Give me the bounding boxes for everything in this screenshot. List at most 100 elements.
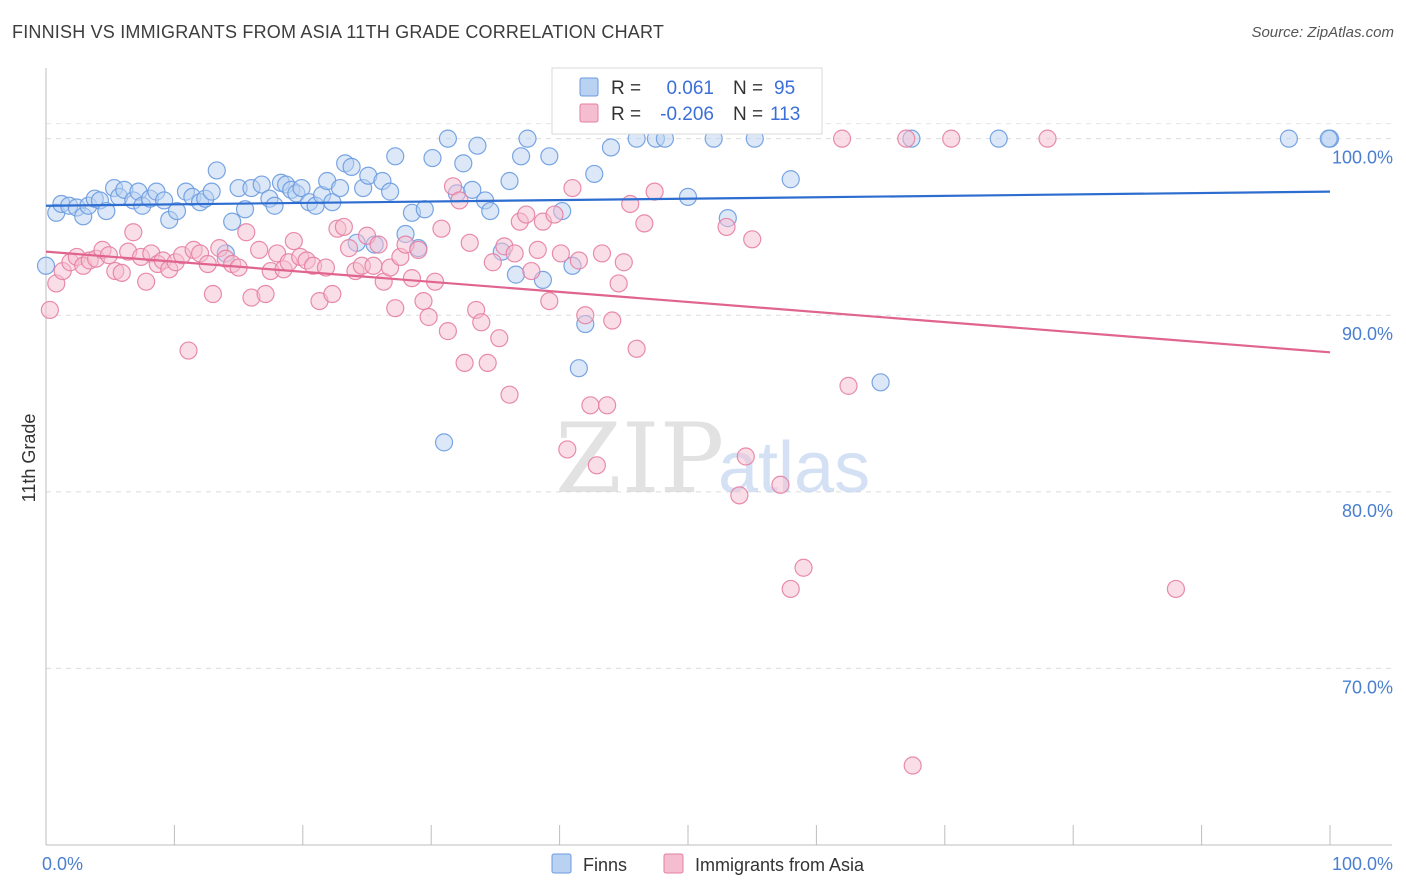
data-point xyxy=(402,269,422,288)
data-point xyxy=(903,756,922,775)
data-point xyxy=(587,456,606,475)
data-point xyxy=(463,180,482,199)
data-point xyxy=(598,396,617,415)
data-point xyxy=(455,353,474,373)
data-point xyxy=(506,265,526,284)
data-point xyxy=(472,313,491,332)
data-point xyxy=(490,329,509,348)
data-point xyxy=(500,385,519,404)
y-tick-label: 80.0% xyxy=(1342,501,1393,521)
data-point xyxy=(627,339,646,358)
data-point xyxy=(794,558,813,577)
data-point xyxy=(167,201,187,221)
data-point xyxy=(339,239,359,258)
data-point xyxy=(897,129,916,148)
data-point xyxy=(540,147,559,166)
data-point xyxy=(736,447,755,466)
data-point xyxy=(97,201,116,221)
data-point xyxy=(316,258,336,277)
x-tick-label: 100.0% xyxy=(1332,854,1393,874)
data-point xyxy=(364,256,383,275)
data-point xyxy=(603,311,622,330)
data-point xyxy=(124,223,143,242)
data-point xyxy=(1319,129,1338,148)
data-point xyxy=(137,272,156,291)
legend-label-immigrants-asia: Immigrants from Asia xyxy=(695,855,865,875)
data-point xyxy=(342,157,361,176)
y-tick-label: 70.0% xyxy=(1342,677,1393,697)
data-point xyxy=(871,373,890,392)
data-point xyxy=(250,240,269,259)
data-point xyxy=(585,164,604,184)
data-point xyxy=(454,154,473,173)
data-point xyxy=(505,244,524,263)
data-point xyxy=(730,486,749,505)
data-point xyxy=(202,182,221,201)
data-point xyxy=(419,307,438,327)
data-point xyxy=(592,244,612,263)
data-point xyxy=(415,200,434,219)
data-point xyxy=(409,240,428,259)
data-point xyxy=(252,175,271,194)
y-tick-label: 100.0% xyxy=(1332,148,1393,168)
y-axis-title: 11th Grade xyxy=(19,414,39,503)
stats-box: R = 0.061 N = 95 R = -0.206 N = 113 xyxy=(551,67,823,135)
legend: Finns Immigrants from Asia xyxy=(551,853,865,875)
data-point xyxy=(832,129,852,148)
data-point xyxy=(781,579,800,599)
stats-swatch-finns xyxy=(579,77,599,97)
data-point xyxy=(569,251,588,270)
data-point xyxy=(207,161,226,180)
data-point xyxy=(256,284,275,304)
data-point xyxy=(635,214,654,233)
data-point xyxy=(518,129,537,148)
data-point xyxy=(203,284,223,304)
y-tick-label: 90.0% xyxy=(1342,324,1393,344)
data-point xyxy=(1279,129,1299,148)
data-point xyxy=(678,187,698,207)
legend-label-finns: Finns xyxy=(583,855,627,875)
data-point xyxy=(545,205,564,224)
data-point xyxy=(1038,129,1057,148)
data-point xyxy=(645,182,664,201)
source-label: Source: ZipAtlas.com xyxy=(1251,24,1394,41)
data-point xyxy=(478,353,497,373)
data-point xyxy=(576,306,595,325)
axes: 100.0% 90.0% 80.0% 70.0% 0.0% 100.0% xyxy=(42,68,1393,874)
data-point xyxy=(369,235,388,254)
data-point xyxy=(40,300,59,320)
stats-r-label-immigrants-asia: R = xyxy=(611,104,641,125)
data-point xyxy=(621,194,640,214)
data-point xyxy=(112,263,131,282)
data-point xyxy=(460,233,479,252)
data-point xyxy=(614,253,633,272)
data-point xyxy=(522,261,541,281)
legend-swatch-immigrants-asia xyxy=(663,853,684,874)
trend-lines xyxy=(45,190,1331,354)
data-point xyxy=(601,138,621,157)
data-point xyxy=(438,129,457,148)
data-point xyxy=(609,274,628,293)
data-point xyxy=(540,292,559,311)
data-point xyxy=(771,475,790,494)
data-point xyxy=(386,299,405,318)
stats-r-value-finns: 0.061 xyxy=(666,78,714,99)
data-point xyxy=(284,231,303,251)
series-immigrants-asia xyxy=(40,129,1186,775)
data-point xyxy=(468,136,487,155)
data-point xyxy=(781,170,800,189)
data-point xyxy=(434,433,454,452)
stats-n-label-immigrants-asia: N = xyxy=(733,104,763,125)
stats-n-value-immigrants-asia: 113 xyxy=(770,104,800,125)
stats-swatch-immigrants-asia xyxy=(579,103,599,123)
data-point xyxy=(481,201,500,221)
data-point xyxy=(265,196,284,215)
data-point xyxy=(237,223,256,242)
data-point xyxy=(581,396,600,415)
data-point xyxy=(551,244,570,263)
data-point xyxy=(563,178,582,198)
data-point xyxy=(223,212,242,231)
watermark: ZIP atlas xyxy=(555,403,870,515)
data-point xyxy=(438,322,457,341)
